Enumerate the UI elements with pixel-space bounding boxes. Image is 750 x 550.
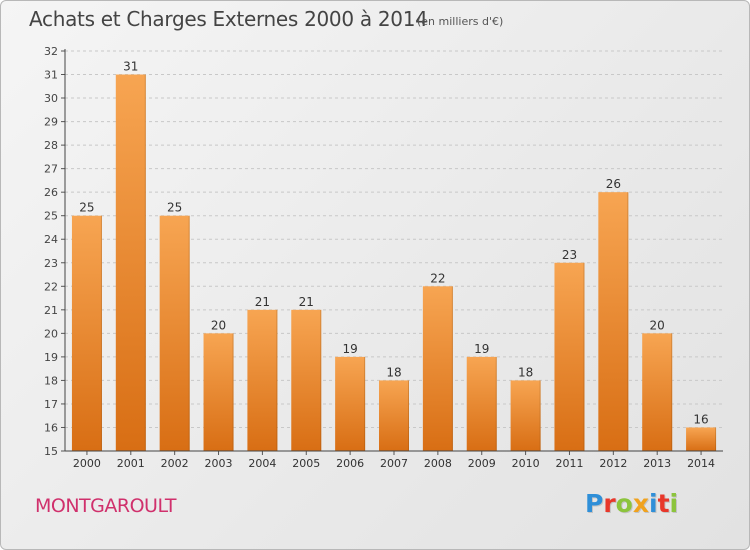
bar	[335, 356, 366, 451]
bar-value-label: 18	[518, 365, 533, 379]
bar	[115, 74, 146, 451]
x-tick-label: 2007	[380, 457, 408, 470]
bar-edge	[232, 333, 234, 451]
bar-value-label: 26	[606, 177, 621, 191]
x-tick-label: 2013	[643, 457, 671, 470]
bar-edge	[144, 74, 146, 451]
y-tick-label: 32	[44, 45, 58, 58]
bar-value-label: 21	[255, 295, 270, 309]
x-tick-label: 2010	[512, 457, 540, 470]
bar	[510, 380, 541, 451]
bar-edge	[539, 380, 541, 451]
bar	[466, 356, 497, 451]
bar-value-label: 20	[650, 318, 665, 332]
bar	[379, 380, 409, 451]
x-tick-label: 2014	[687, 457, 715, 470]
x-tick-label: 2005	[292, 457, 320, 470]
y-tick-label: 17	[44, 398, 58, 411]
bar-value-label: 23	[562, 248, 577, 262]
bar-edge	[276, 309, 278, 451]
y-tick-label: 18	[44, 374, 58, 387]
bar-value-label: 19	[474, 342, 489, 356]
bar-value-label: 25	[79, 201, 94, 215]
bar-edge	[583, 262, 585, 451]
bar	[71, 215, 102, 451]
y-tick-label: 27	[44, 163, 58, 176]
bar	[598, 192, 629, 452]
bar	[203, 333, 234, 451]
logo-letter: t	[657, 489, 670, 518]
bar-edge	[320, 309, 322, 451]
axes	[64, 49, 723, 452]
y-tick-label: 23	[44, 257, 58, 270]
x-axis-ticks: 2000 2001 2002 2003 2004 2005 2006 2007 2008 2009…	[73, 451, 715, 470]
x-tick-label: 2003	[205, 457, 233, 470]
bar-edge	[671, 333, 673, 451]
bar-edge	[100, 215, 102, 451]
bar-edge	[715, 427, 717, 451]
y-tick-label: 21	[44, 304, 58, 317]
logo-letter: i	[669, 489, 679, 518]
proxiti-logo[interactable]: Proxiti	[585, 489, 678, 518]
logo-letter: i	[649, 489, 658, 518]
bar-edge	[627, 192, 629, 452]
y-tick-label: 29	[44, 116, 58, 129]
logo-letter: P	[585, 489, 604, 518]
logo-letter: o	[615, 489, 633, 518]
town-name: MONTGAROULT	[35, 495, 177, 517]
x-tick-label: 2009	[468, 457, 496, 470]
y-tick-label: 28	[44, 139, 58, 152]
bar	[642, 333, 673, 451]
x-tick-label: 2002	[161, 457, 189, 470]
bar	[686, 427, 717, 451]
y-tick-label: 24	[44, 233, 58, 246]
x-tick-label: 2011	[555, 457, 583, 470]
bar-value-label: 21	[299, 295, 314, 309]
logo-letter: x	[632, 489, 649, 518]
x-tick-label: 2008	[424, 457, 452, 470]
bar-value-label: 25	[167, 201, 182, 215]
bar-value-label: 22	[430, 271, 445, 285]
bar	[291, 309, 322, 451]
x-tick-label: 2006	[336, 457, 364, 470]
y-axis-ticks: 15 16 17 18 19 20 21 22 23 24 25 26 27 28 29 30 31 32	[44, 45, 65, 458]
bar-value-label: 18	[386, 365, 401, 379]
y-tick-label: 16	[44, 421, 58, 434]
bar-edge	[188, 215, 190, 451]
y-tick-label: 25	[44, 210, 58, 223]
bar-value-label: 19	[342, 342, 357, 356]
y-tick-label: 30	[44, 92, 58, 105]
bar	[159, 215, 190, 451]
bar-value-label: 20	[211, 318, 226, 332]
bar-value-label: 31	[123, 60, 138, 74]
x-tick-label: 2012	[599, 457, 627, 470]
bars: 25 31 25 20 21 21 19 18 22 19 18 23 26 20 16	[71, 60, 717, 452]
bar-edge	[364, 356, 366, 451]
y-tick-label: 15	[44, 445, 58, 458]
logo-letter: r	[603, 489, 616, 518]
y-tick-label: 19	[44, 351, 58, 364]
x-tick-label: 2001	[117, 457, 145, 470]
y-tick-label: 20	[44, 327, 58, 340]
y-tick-label: 22	[44, 280, 58, 293]
y-tick-label: 26	[44, 186, 58, 199]
bar-value-label: 16	[693, 412, 708, 426]
bar-edge	[408, 380, 409, 451]
y-tick-label: 31	[44, 69, 58, 82]
x-tick-label: 2000	[73, 457, 101, 470]
bar	[247, 309, 278, 451]
bar-edge	[451, 286, 453, 451]
chart-unit: (en milliers d'€)	[417, 15, 504, 28]
x-tick-label: 2004	[248, 457, 276, 470]
chart-title: Achats et Charges Externes 2000 à 2014	[29, 7, 428, 31]
bar	[422, 286, 453, 451]
bar-edge	[495, 356, 497, 451]
bar	[554, 262, 585, 451]
